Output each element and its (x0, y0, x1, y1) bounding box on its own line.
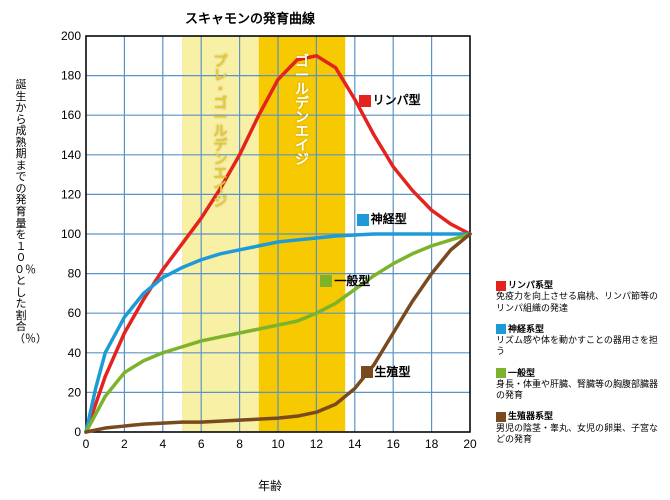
svg-text:60: 60 (68, 306, 82, 320)
legend-descriptions: リンパ系型免疫力を向上させる扁桃、リンパ節等のリンパ組織の発達神経系型リズム感や… (496, 280, 662, 455)
chart-title: スキャモンの発育曲線 (0, 8, 500, 27)
svg-text:120: 120 (61, 187, 81, 201)
svg-text:160: 160 (61, 108, 81, 122)
band-label: プ レ ・ ゴ ー ル デ ン エ イ ジ (212, 54, 228, 208)
svg-text:10: 10 (271, 437, 285, 451)
y-axis-label: 誕生から成熟期までの発育量を１００％とした割合（％） (14, 80, 28, 346)
legend-item: 神経系型リズム感や体を動かすことの器用さを担う (496, 324, 662, 358)
svg-text:0: 0 (83, 437, 90, 451)
svg-text:18: 18 (425, 437, 439, 451)
svg-text:20: 20 (68, 385, 82, 399)
svg-text:140: 140 (61, 148, 81, 162)
legend-item: 生殖器系型男児の陰茎・睾丸、女児の卵巣、子宮などの発育 (496, 411, 662, 445)
svg-text:100: 100 (61, 227, 81, 241)
svg-text:80: 80 (68, 267, 82, 281)
series-label-general: 一般型 (320, 272, 370, 289)
svg-text:14: 14 (348, 437, 362, 451)
svg-text:2: 2 (121, 437, 128, 451)
svg-text:0: 0 (74, 425, 81, 439)
legend-item: リンパ系型免疫力を向上させる扁桃、リンパ節等のリンパ組織の発達 (496, 280, 662, 314)
svg-text:8: 8 (236, 437, 243, 451)
svg-text:12: 12 (310, 437, 324, 451)
svg-text:4: 4 (159, 437, 166, 451)
svg-text:16: 16 (387, 437, 401, 451)
svg-text:200: 200 (61, 30, 81, 43)
svg-text:40: 40 (68, 346, 82, 360)
series-label-lymphoid: リンパ型 (359, 91, 421, 108)
legend-item: 一般型身長・体重や肝臓、腎臓等の胸腹部臓器の発育 (496, 368, 662, 402)
svg-text:180: 180 (61, 69, 81, 83)
svg-text:20: 20 (463, 437, 477, 451)
band-label: ゴ ー ル デ ン エ イ ジ (294, 54, 310, 166)
series-label-genital: 生殖型 (361, 363, 411, 380)
svg-text:6: 6 (198, 437, 205, 451)
plot-area: 0 20 40 60 80 100 120 140 160 180 200 0 2 4 6 8 10 12 14 16… (60, 30, 480, 460)
series-label-neural: 神経型 (357, 210, 407, 227)
x-axis-label: 年齢 (60, 477, 480, 494)
